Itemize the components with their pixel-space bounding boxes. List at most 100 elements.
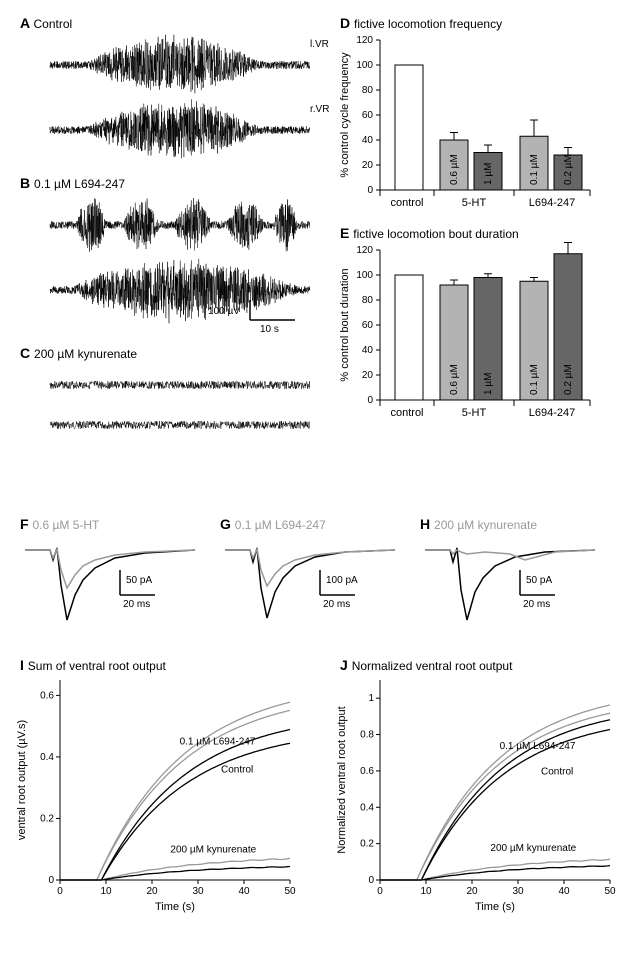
panelC-trace1 (50, 381, 310, 389)
panelG-label: G 0.1 µM L694-247 (220, 516, 326, 532)
svg-text:0.1 µM L694-247: 0.1 µM L694-247 (500, 741, 576, 752)
svg-text:0: 0 (48, 875, 54, 886)
svg-text:Time (s): Time (s) (475, 901, 515, 913)
svg-text:0.2: 0.2 (360, 839, 374, 850)
svg-text:0.1 µM L694-247: 0.1 µM L694-247 (180, 737, 256, 748)
svg-text:40: 40 (362, 345, 374, 356)
svg-text:0.8: 0.8 (360, 730, 374, 741)
svg-text:20: 20 (362, 160, 374, 171)
svg-text:20 ms: 20 ms (523, 599, 550, 610)
panelA-trace1: l.VR (50, 35, 329, 94)
panelE-label: E fictive locomotion bout duration (340, 225, 519, 241)
panelD-chart: 0 20 40 60 80 100 120 % control cycle frequency… (339, 35, 590, 209)
svg-text:0.6: 0.6 (360, 766, 374, 777)
panelF-label: F 0.6 µM 5-HT (20, 516, 100, 532)
panelB-label: B 0.1 µM L694-247 (20, 175, 125, 191)
svg-text:0: 0 (377, 886, 383, 897)
svg-text:% control cycle frequency: % control cycle frequency (339, 52, 351, 178)
svg-text:200 µM kynurenate: 200 µM kynurenate (170, 844, 256, 855)
svg-text:100 µV: 100 µV (208, 306, 240, 317)
svg-text:l.VR: l.VR (310, 39, 329, 50)
svg-text:0.6: 0.6 (40, 690, 54, 701)
svg-text:20: 20 (466, 886, 478, 897)
svg-text:0.4: 0.4 (360, 802, 374, 813)
svg-text:30: 30 (512, 886, 524, 897)
svg-text:20: 20 (362, 370, 374, 381)
svg-text:0.6 µM: 0.6 µM (449, 154, 460, 185)
panelG-trace: 100 pA 20 ms (225, 548, 395, 618)
svg-text:r.VR: r.VR (310, 104, 329, 115)
svg-text:1 µM: 1 µM (483, 163, 494, 185)
svg-text:50: 50 (284, 886, 296, 897)
panelB-scalebar: 100 µV 10 s (208, 300, 295, 335)
svg-text:0: 0 (367, 395, 373, 406)
fgh-panels: F 0.6 µM 5-HT 50 pA 20 ms G 0.1 µM L694-… (10, 515, 617, 645)
svg-text:20 ms: 20 ms (323, 599, 350, 610)
svg-text:100: 100 (356, 60, 373, 71)
panelA-label: A Control (20, 15, 72, 31)
panelE-chart: 0 20 40 60 80 100 120 % control bout duration 0.… (339, 243, 590, 420)
panelJ-label: J Normalized ventral root output (340, 657, 513, 673)
svg-text:120: 120 (356, 35, 373, 46)
svg-text:L694-247: L694-247 (529, 407, 576, 419)
svg-text:1: 1 (368, 693, 374, 704)
figure-root: A Control l.VR r.VR B 0.1 µM L694-247 10… (10, 10, 617, 935)
svg-text:5-HT: 5-HT (462, 407, 487, 419)
panelJ-chart: 0 10 20 30 40 50 0 0.2 0.4 0.6 0.8 1 Time (s) Normali… (336, 680, 616, 913)
svg-text:ventral root output (µV.s): ventral root output (µV.s) (16, 720, 28, 840)
panelB-trace2 (50, 259, 310, 324)
svg-text:0: 0 (57, 886, 63, 897)
panelB-trace1 (50, 198, 310, 252)
svg-text:Time (s): Time (s) (155, 901, 195, 913)
svg-text:0.2 µM: 0.2 µM (563, 154, 574, 185)
svg-text:0.1 µM: 0.1 µM (529, 364, 540, 395)
svg-text:0: 0 (368, 875, 374, 886)
panelC-trace2 (50, 421, 310, 429)
svg-text:200 µM kynurenate: 200 µM kynurenate (490, 843, 576, 854)
svg-text:50 pA: 50 pA (126, 575, 152, 586)
svg-text:0: 0 (367, 185, 373, 196)
svg-text:100: 100 (356, 270, 373, 281)
panelF-trace: 50 pA 20 ms (25, 548, 195, 620)
svg-text:0.1 µM: 0.1 µM (529, 154, 540, 185)
svg-text:Control: Control (221, 764, 253, 775)
svg-text:20 ms: 20 ms (123, 599, 150, 610)
svg-text:0.6 µM: 0.6 µM (449, 364, 460, 395)
svg-text:control: control (390, 197, 423, 209)
svg-text:0.2: 0.2 (40, 813, 54, 824)
svg-text:10: 10 (420, 886, 432, 897)
svg-text:Normalized ventral root output: Normalized ventral root output (336, 706, 348, 853)
svg-text:50 pA: 50 pA (526, 575, 552, 586)
svg-text:L694-247: L694-247 (529, 197, 576, 209)
panelH-label: H 200 µM kynurenate (420, 516, 537, 532)
svg-text:30: 30 (192, 886, 204, 897)
svg-text:40: 40 (362, 135, 374, 146)
svg-text:0.4: 0.4 (40, 752, 54, 763)
svg-text:100 pA: 100 pA (326, 575, 358, 586)
svg-text:10: 10 (100, 886, 112, 897)
panelI-chart: 0 10 20 30 40 50 0 0.2 0.4 0.6 Time (s) ventral roo… (16, 680, 296, 913)
panelI-label: I Sum of ventral root output (20, 657, 167, 673)
svg-text:control: control (390, 407, 423, 419)
svg-text:1 µM: 1 µM (483, 373, 494, 395)
svg-text:20: 20 (146, 886, 158, 897)
svg-text:80: 80 (362, 85, 374, 96)
svg-text:% control bout duration: % control bout duration (339, 268, 351, 381)
svg-text:5-HT: 5-HT (462, 197, 487, 209)
svg-text:80: 80 (362, 295, 374, 306)
svg-text:10 s: 10 s (260, 324, 279, 335)
svg-text:60: 60 (362, 110, 374, 121)
svg-text:40: 40 (558, 886, 570, 897)
svg-text:120: 120 (356, 245, 373, 256)
svg-text:0.2 µM: 0.2 µM (563, 364, 574, 395)
panelD-label: D fictive locomotion frequency (340, 15, 502, 31)
top-panels: A Control l.VR r.VR B 0.1 µM L694-247 10… (10, 10, 617, 510)
panelC-label: C 200 µM kynurenate (20, 345, 137, 361)
panelA-trace2: r.VR (50, 99, 329, 158)
svg-text:40: 40 (238, 886, 250, 897)
svg-text:Control: Control (541, 767, 573, 778)
svg-text:60: 60 (362, 320, 374, 331)
ij-panels: I Sum of ventral root output 01020304050… (10, 650, 617, 930)
svg-text:50: 50 (604, 886, 616, 897)
panelH-trace: 50 pA 20 ms (425, 548, 595, 620)
